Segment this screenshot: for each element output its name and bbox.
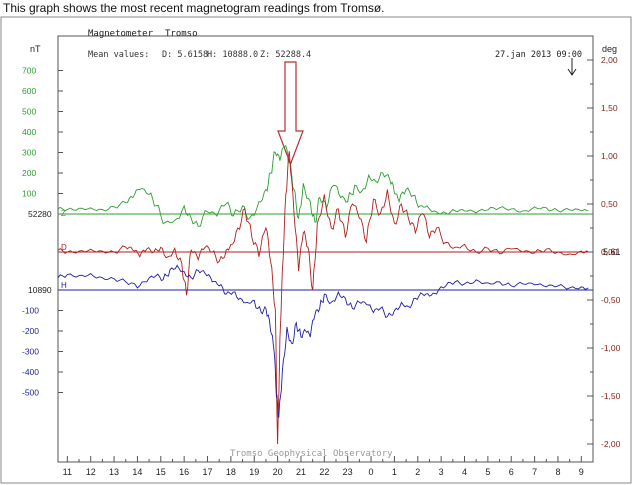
event-arrow-icon (277, 61, 304, 166)
x-tick-label: 4 (462, 467, 467, 477)
mean-d: D: 5.6158 (162, 50, 208, 60)
right-tick-label: 0,00 (601, 247, 618, 257)
down-arrow-icon (567, 58, 577, 76)
left-tick-label-z: 300 (22, 148, 36, 158)
right-tick-label: 0,50 (601, 199, 618, 209)
x-tick-label: 3 (439, 467, 444, 477)
x-tick-label: 16 (179, 467, 189, 477)
x-tick-label: 8 (555, 467, 560, 477)
x-tick-label: 15 (156, 467, 166, 477)
x-tick-label: 22 (319, 467, 329, 477)
unit-left: nT (30, 44, 41, 54)
right-tick-label: -0,50 (601, 295, 621, 305)
x-tick-label: 7 (532, 467, 537, 477)
left-axis: 700 600 500 400 300 200 100 52280 10890 -100 -200 -… (22, 36, 63, 462)
x-tick-label: 1 (392, 467, 397, 477)
menu-magnetometer[interactable]: Magnetometer (88, 29, 154, 39)
series-tag-d: D (61, 243, 67, 252)
series-tag-z: Z (61, 209, 66, 218)
x-tick-label: 6 (509, 467, 514, 477)
x-tick-label: 13 (109, 467, 119, 477)
series-layer (57, 145, 589, 445)
series-D-line (57, 151, 589, 445)
unit-right: deg (602, 44, 617, 54)
x-axis: 11 12 13 14 15 16 17 18 19 20 21 22 23 0 1 2 3 4 5 6 7 8 9 (58, 456, 593, 477)
left-tick-label-h: -300 (22, 347, 39, 357)
right-tick-label: -1,00 (601, 343, 621, 353)
panel-frame (0, 16, 632, 484)
left-baseline-z-label: 52280 (28, 209, 52, 219)
left-tick-label-z: 100 (22, 189, 36, 199)
x-tick-label: 20 (273, 467, 283, 477)
left-tick-label-z: 600 (22, 86, 36, 96)
series-H-line (57, 264, 589, 419)
left-tick-label-h: -500 (22, 388, 39, 398)
d-current-value: 5.61 (603, 247, 621, 257)
x-tick-label: 18 (226, 467, 236, 477)
magnetogram-chart: Magnetometer Tromso Mean values: D: 5.61… (0, 16, 632, 484)
x-tick-label: 19 (249, 467, 259, 477)
right-tick-label: 2,00 (601, 55, 618, 65)
right-tick-label: 1,50 (601, 103, 618, 113)
mean-h: H: 10888.0 (207, 50, 258, 60)
x-tick-label: 2 (415, 467, 420, 477)
series-Z-line (57, 145, 589, 227)
right-tick-label: 1,00 (601, 151, 618, 161)
watermark: Tromso Geophysical Observatory (230, 449, 393, 459)
right-tick-label: -1,50 (601, 391, 621, 401)
x-tick-label: 12 (86, 467, 96, 477)
left-tick-label-z: 700 (22, 66, 36, 76)
x-tick-label: 0 (369, 467, 374, 477)
x-tick-label: 23 (343, 467, 353, 477)
left-tick-label-z: 200 (22, 168, 36, 178)
series-tag-h: H (61, 281, 67, 290)
x-tick-label: 21 (296, 467, 306, 477)
x-tick-label: 14 (132, 467, 142, 477)
left-tick-label-z: 400 (22, 127, 36, 137)
mean-label: Mean values: (88, 50, 149, 60)
left-tick-label-h: -400 (22, 367, 39, 377)
left-tick-label-h: -200 (22, 326, 39, 336)
menu-tromso[interactable]: Tromso (165, 29, 198, 39)
mean-z: Z: 52288.4 (260, 50, 311, 60)
right-axis: 2,00 1,50 1,00 0,50 0,00 -0,50 -1,00 -1,50 -2,00 (587, 36, 621, 462)
right-tick-label: -2,00 (601, 439, 621, 449)
left-tick-label-z: 500 (22, 107, 36, 117)
left-baseline-h-label: 10890 (28, 285, 52, 295)
left-tick-label-h: -100 (22, 306, 39, 316)
x-tick-label: 5 (485, 467, 490, 477)
caption: This graph shows the most recent magneto… (3, 1, 385, 15)
x-tick-label: 17 (203, 467, 213, 477)
timestamp: 27.jan 2013 09:00 (495, 50, 582, 60)
x-tick-label: 11 (63, 467, 72, 477)
x-tick-label: 9 (579, 467, 584, 477)
